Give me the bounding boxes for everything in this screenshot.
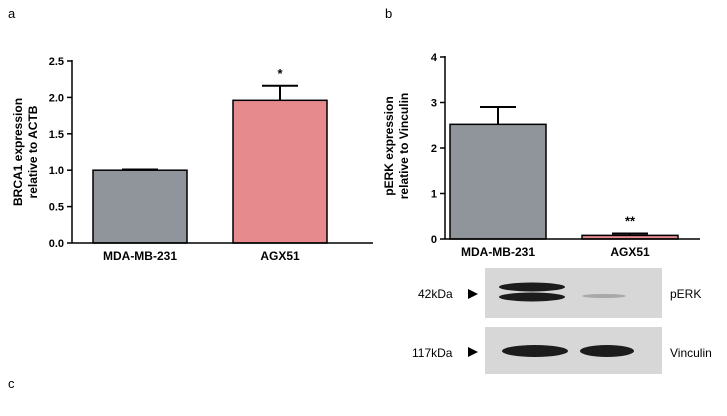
arrow-right-icon	[468, 289, 478, 299]
blot-band-perk-lower	[499, 292, 565, 302]
blot-marker-117kda: 117kDa	[412, 346, 453, 360]
panel-label-a: a	[8, 6, 16, 21]
blot-marker-42kda: 42kDa	[418, 287, 453, 301]
western-blot: 42kDa pERK 117kDa Vinculin	[412, 268, 712, 374]
x-tick-label: AGX51	[610, 245, 650, 259]
significance-marker: **	[625, 214, 636, 229]
y-tick-label: 1.5	[49, 129, 64, 141]
chart-a: BRCA1 expression relative to ACTB 0.0 0.5…	[11, 56, 373, 263]
y-tick-label: 1	[431, 189, 437, 201]
blot-label-perk: pERK	[670, 287, 701, 301]
y-tick-label: 1.0	[49, 165, 64, 177]
bar-mda-mb-231	[92, 169, 188, 244]
ylabel-b-line1: pERK expression	[382, 96, 396, 195]
y-tick-label: 2.0	[49, 92, 64, 104]
ylabel-a-line2: relative to ACTB	[26, 105, 40, 198]
blot-image-perk	[485, 268, 662, 318]
bar-agx51	[232, 99, 328, 244]
panel-label-b: b	[385, 6, 392, 21]
significance-marker: *	[277, 66, 283, 81]
blot-band-perk-upper	[499, 282, 565, 292]
blot-band-perk-faint	[582, 294, 626, 298]
y-tick-label: 2	[431, 143, 437, 155]
x-tick-label: MDA-MB-231	[461, 245, 535, 259]
blot-band-vinculin-2	[580, 345, 634, 357]
chart-b: pERK expression relative to Vinculin 0 1 2…	[382, 52, 700, 259]
panel-label-c: c	[8, 376, 15, 391]
y-tick-label: 0	[431, 234, 437, 246]
blot-band-vinculin-1	[502, 345, 568, 357]
x-tick-label: MDA-MB-231	[103, 249, 177, 263]
y-tick-label: 0.0	[49, 238, 64, 250]
y-tick-label: 4	[431, 52, 438, 64]
y-tick-label: 0.5	[49, 202, 64, 214]
y-tick-label: 2.5	[49, 56, 64, 68]
ylabel-b-line2: relative to Vinculin	[397, 93, 411, 199]
ylabel-a-line1: BRCA1 expression	[11, 98, 25, 206]
x-tick-label: AGX51	[260, 249, 300, 263]
arrow-right-icon	[468, 347, 478, 357]
bar-mda-mb-231	[449, 123, 547, 240]
y-tick-label: 3	[431, 98, 437, 110]
blot-label-vinculin: Vinculin	[670, 346, 712, 360]
